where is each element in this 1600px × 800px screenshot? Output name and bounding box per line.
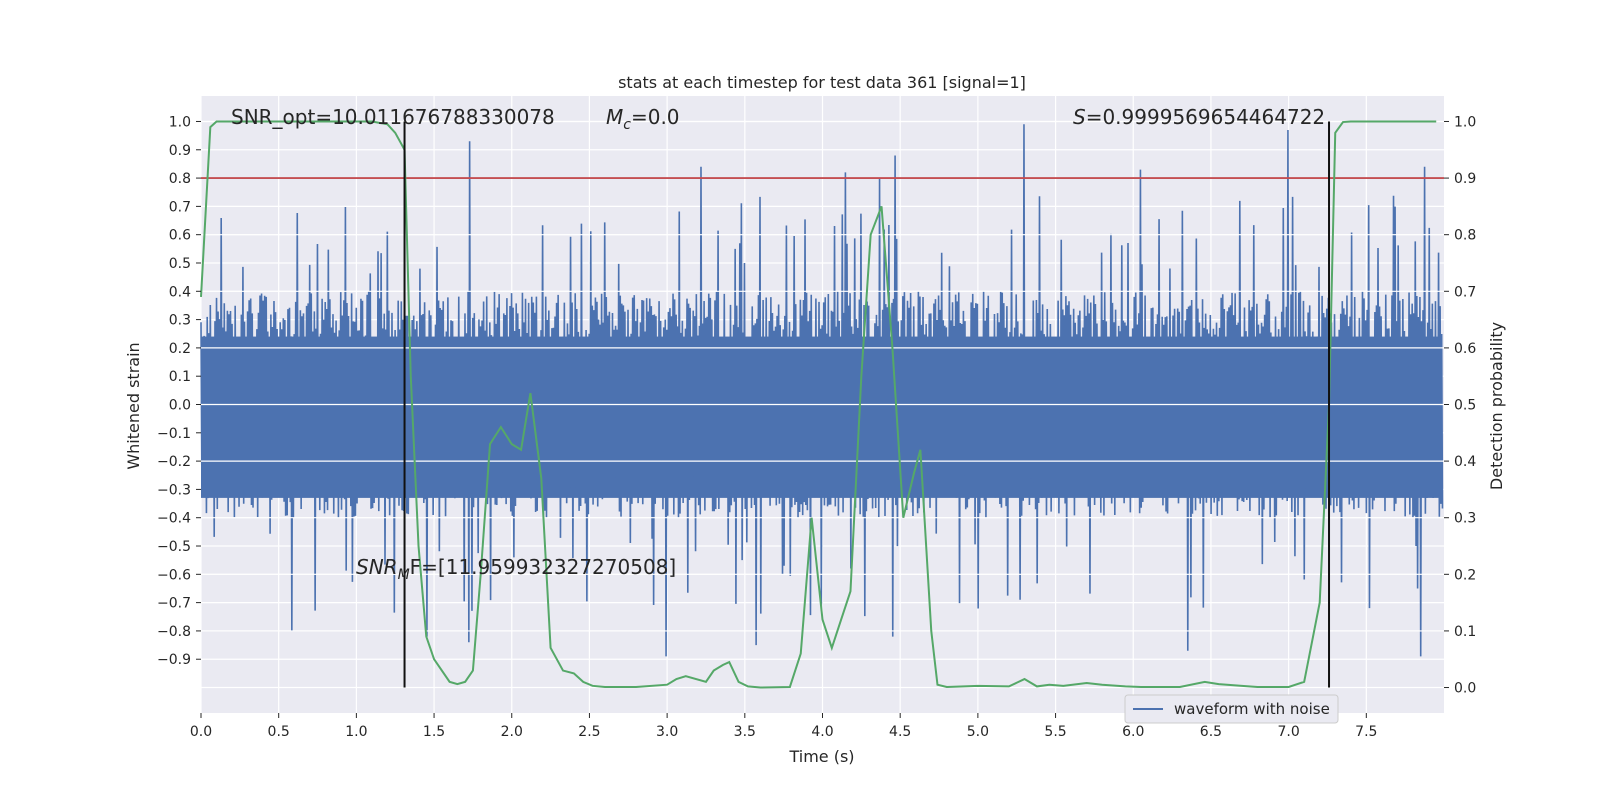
waveform-series: [200, 124, 1444, 657]
y-left-tick-label: −0.5: [157, 539, 191, 555]
x-tick-label: 0.5: [268, 724, 290, 740]
annotation-mc-value: =0.0: [631, 105, 680, 129]
detection-probability-series: [200, 120, 1437, 689]
y-left-tick-label: −0.1: [157, 426, 191, 442]
annotation-mc-symbol: M: [606, 105, 623, 129]
annotation-snr-mf-symbol: SNR: [356, 555, 398, 579]
y-right-tick-label: 0.4: [1454, 454, 1476, 470]
legend: waveform with noise: [1124, 694, 1339, 724]
x-tick-label: 2.5: [578, 724, 600, 740]
vertical-markers: [403, 121, 1331, 688]
y-left-tick-label: 0.7: [169, 199, 191, 215]
y-right-tick-label: 0.1: [1454, 624, 1476, 640]
y-left-tick-label: 0.2: [169, 341, 191, 357]
x-tick-label: 7.5: [1355, 724, 1377, 740]
annotation-mc-sub: c: [623, 117, 631, 133]
y-left-tick-label: 0.6: [169, 228, 191, 244]
x-axis-ticks: 0.0 0.5 1.0 1.5 2.0 2.5 3.0 3.5 4.0 4.5 5.0 5.5 6.0 6…: [190, 713, 1377, 740]
x-tick-label: 3.5: [734, 724, 756, 740]
x-tick-label: 0.0: [190, 724, 212, 740]
y-left-tick-label: 0.5: [169, 256, 191, 272]
x-tick-label: 4.0: [811, 724, 833, 740]
y-right-tick-label: 0.6: [1454, 341, 1476, 357]
annotation-s-value: =0.9999569654464722: [1086, 105, 1325, 129]
y-left-tick-label: −0.9: [157, 652, 191, 668]
y-right-tick-label: 0.0: [1454, 681, 1476, 697]
y-left-axis-label: Whitened strain: [124, 342, 143, 469]
y-right-axis-label: Detection probability: [1487, 322, 1506, 490]
x-tick-label: 1.5: [423, 724, 445, 740]
y-left-tick-label: −0.2: [157, 454, 191, 470]
annotation-snr-opt: SNR_opt=10.011676788330078: [231, 105, 555, 129]
y-left-tick-label: 1.0: [169, 114, 191, 130]
annotation-snr-mf-value: F=[11.959932327270508]: [410, 555, 677, 579]
y-left-tick-label: 0.1: [169, 369, 191, 385]
x-tick-label: 7.0: [1277, 724, 1299, 740]
y-left-tick-label: −0.6: [157, 567, 191, 583]
annotation-s-symbol: S: [1073, 105, 1086, 129]
y-left-tick-label: 0.9: [169, 143, 191, 159]
y-right-tick-label: 0.9: [1454, 171, 1476, 187]
y-left-tick-label: 0.0: [169, 398, 191, 414]
x-tick-label: 5.5: [1044, 724, 1066, 740]
annotation-mc: Mc=0.0: [606, 105, 680, 133]
legend-box: [1124, 694, 1339, 724]
y-right-tick-label: 0.5: [1454, 398, 1476, 414]
y-left-tick-label: −0.4: [157, 511, 191, 527]
annotation-snr-mf: SNRMF=[11.959932327270508]: [356, 555, 676, 583]
x-tick-label: 1.0: [345, 724, 367, 740]
probability-line: [200, 120, 1437, 689]
x-tick-label: 5.0: [967, 724, 989, 740]
y-left-tick-label: 0.8: [169, 171, 191, 187]
y-right-tick-label: 1.0: [1454, 114, 1476, 130]
y-left-tick-label: 0.4: [169, 284, 191, 300]
y-left-tick-label: −0.8: [157, 624, 191, 640]
y-right-tick-label: 0.8: [1454, 228, 1476, 244]
y-right-tick-label: 0.7: [1454, 284, 1476, 300]
y-left-tick-label: −0.7: [157, 596, 191, 612]
x-tick-label: 2.0: [501, 724, 523, 740]
x-tick-label: 4.5: [889, 724, 911, 740]
chart-title: stats at each timestep for test data 361…: [618, 73, 1026, 92]
y-left-tick-label: −0.3: [157, 482, 191, 498]
y-right-axis-ticks: 1.0 0.9 0.8 0.7 0.6 0.5 0.4 0.3 0.2 0.1 0.0: [1444, 114, 1476, 697]
y-left-tick-label: 0.3: [169, 313, 191, 329]
y-right-tick-label: 0.2: [1454, 567, 1476, 583]
x-axis-label: Time (s): [788, 747, 854, 766]
y-right-tick-label: 0.3: [1454, 511, 1476, 527]
y-left-axis-ticks: 1.0 0.9 0.8 0.7 0.6 0.5 0.4 0.3 0.2 0.1 0.0 −0.1 −0.…: [157, 114, 201, 668]
x-tick-label: 6.0: [1122, 724, 1144, 740]
waveform-line: [200, 124, 1444, 657]
annotation-snr-mf-sub: M: [398, 567, 410, 583]
x-tick-label: 6.5: [1200, 724, 1222, 740]
legend-label: waveform with noise: [1174, 700, 1330, 718]
x-tick-label: 3.0: [656, 724, 678, 740]
annotation-s-score: S=0.9999569654464722: [1073, 105, 1325, 129]
